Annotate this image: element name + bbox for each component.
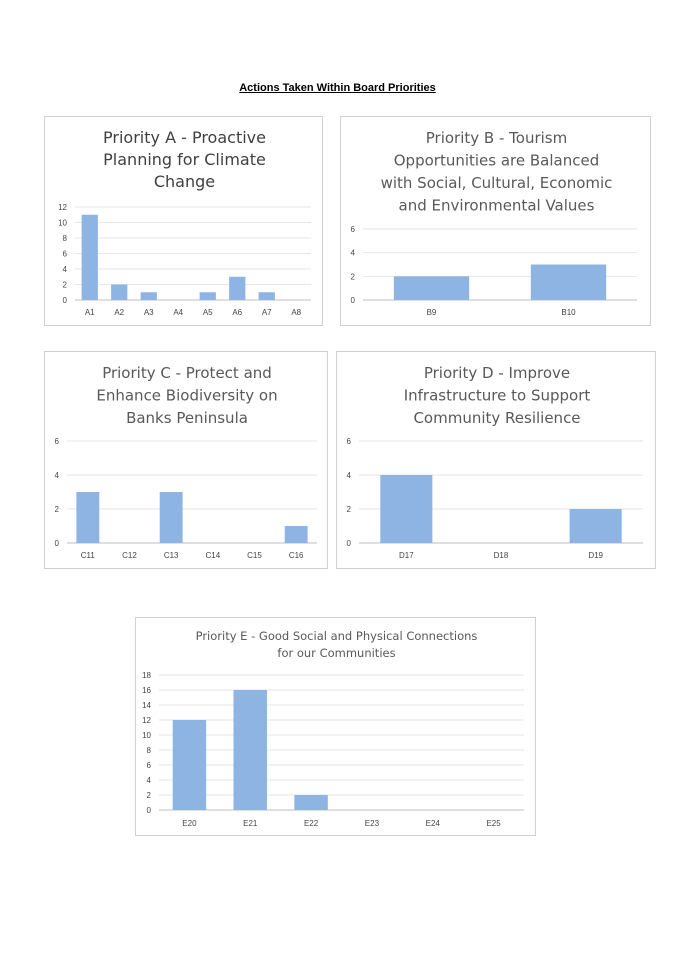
y-tick-label: 4 [347, 471, 352, 480]
y-tick-label: 6 [347, 437, 352, 446]
chart-priority-e: Priority E - Good Social and Physical Co… [135, 617, 536, 836]
chart-priority-d: Priority D - Improve Infrastructure to Su… [336, 351, 656, 569]
bar-b9 [393, 276, 470, 300]
x-tick-label: E20 [182, 819, 197, 828]
x-tick-label: C13 [164, 551, 179, 560]
x-tick-label: C14 [205, 551, 220, 560]
x-tick-label: A5 [203, 308, 213, 317]
x-tick-label: A4 [173, 308, 183, 317]
x-tick-label: C11 [81, 551, 96, 560]
chart-title-line: Change [154, 172, 215, 191]
bar-e20 [172, 720, 207, 810]
bar-c11 [76, 492, 100, 543]
bar-a7 [258, 292, 275, 300]
y-tick-label: 4 [55, 471, 60, 480]
bar-c13 [159, 492, 183, 543]
chart-priority-e-svg: Priority E - Good Social and Physical Co… [142, 629, 524, 828]
y-tick-label: 6 [63, 250, 68, 259]
bar-a5 [199, 292, 216, 300]
chart-priority-a: Priority A - Proactive Planning for Clima… [44, 116, 323, 326]
y-tick-label: 4 [63, 265, 68, 274]
y-tick-label: 0 [55, 539, 60, 548]
x-tick-label: D17 [399, 551, 414, 560]
chart-title-line: for our Communities [277, 646, 395, 660]
y-tick-label: 0 [147, 806, 152, 815]
y-tick-label: 18 [142, 671, 151, 680]
y-tick-label: 2 [351, 272, 356, 281]
y-tick-label: 12 [58, 203, 67, 212]
x-tick-label: C16 [289, 551, 304, 560]
y-tick-label: 6 [351, 225, 356, 234]
y-tick-label: 4 [351, 249, 356, 258]
bar-c16 [284, 526, 308, 543]
chart-title-line: Priority A - Proactive [103, 128, 266, 147]
y-tick-label: 6 [147, 761, 152, 770]
chart-title-line: Community Resilience [413, 409, 580, 427]
chart-title-line: with Social, Cultural, Economic [381, 174, 613, 192]
y-tick-label: 0 [347, 539, 352, 548]
chart-priority-c: Priority C - Protect and Enhance Biodiver… [44, 351, 328, 569]
y-tick-label: 8 [63, 234, 68, 243]
y-tick-label: 0 [351, 296, 356, 305]
x-tick-label: E23 [365, 819, 380, 828]
page-title: Actions Taken Within Board Priorities [239, 82, 436, 94]
bar-a2 [111, 284, 128, 300]
bar-a3 [140, 292, 157, 300]
x-tick-label: E25 [486, 819, 501, 828]
chart-priority-c-svg: Priority C - Protect and Enhance Biodiver… [55, 364, 317, 560]
chart-title-line: and Environmental Values [399, 197, 595, 215]
bar-d19 [569, 509, 622, 543]
y-tick-label: 4 [147, 776, 152, 785]
x-tick-label: C15 [247, 551, 262, 560]
y-tick-label: 8 [147, 746, 152, 755]
x-tick-label: E21 [243, 819, 258, 828]
bar-a1 [81, 214, 98, 300]
x-tick-label: A3 [144, 308, 154, 317]
bar-e21 [233, 690, 267, 810]
x-tick-label: A1 [85, 308, 95, 317]
x-tick-label: E24 [426, 819, 441, 828]
x-tick-label: A6 [232, 308, 242, 317]
chart-title-line: Infrastructure to Support [404, 387, 591, 405]
chart-title-line: Opportunities are Balanced [394, 152, 600, 170]
chart-title-line: Priority B - Tourism [426, 129, 567, 147]
chart-title-line: Priority C - Protect and [102, 364, 272, 382]
y-tick-label: 14 [142, 701, 151, 710]
x-tick-label: A8 [291, 308, 301, 317]
x-tick-label: E22 [304, 819, 319, 828]
x-tick-label: B9 [427, 308, 437, 317]
y-tick-label: 12 [142, 716, 151, 725]
chart-title-line: Enhance Biodiversity on [96, 387, 277, 405]
x-tick-label: B10 [561, 308, 576, 317]
x-tick-label: D18 [494, 551, 509, 560]
chart-priority-a-svg: Priority A - Proactive Planning for Clima… [58, 128, 311, 317]
y-tick-label: 10 [142, 731, 151, 740]
x-tick-label: A7 [262, 308, 272, 317]
x-tick-label: A2 [114, 308, 124, 317]
chart-priority-d-svg: Priority D - Improve Infrastructure to Su… [347, 364, 643, 560]
y-tick-label: 2 [347, 505, 352, 514]
x-tick-label: C12 [122, 551, 137, 560]
y-tick-label: 2 [55, 505, 60, 514]
y-tick-label: 10 [58, 219, 67, 228]
chart-priority-b-svg: Priority B - Tourism Opportunities are Ba… [351, 129, 637, 317]
y-tick-label: 16 [142, 686, 151, 695]
chart-title-line: Priority D - Improve [424, 364, 570, 382]
bar-b10 [530, 264, 607, 300]
chart-title-line: Planning for Climate [103, 150, 266, 169]
y-tick-label: 2 [147, 791, 152, 800]
y-tick-label: 2 [63, 281, 68, 290]
bar-a6 [229, 276, 246, 300]
chart-title-line: Banks Peninsula [126, 409, 248, 427]
bar-d17 [380, 475, 433, 543]
chart-title-line: Priority E - Good Social and Physical Co… [196, 629, 478, 643]
bar-e22 [294, 795, 328, 810]
x-tick-label: D19 [588, 551, 603, 560]
y-tick-label: 6 [55, 437, 60, 446]
chart-priority-b: Priority B - Tourism Opportunities are Ba… [340, 116, 651, 326]
y-tick-label: 0 [63, 296, 68, 305]
